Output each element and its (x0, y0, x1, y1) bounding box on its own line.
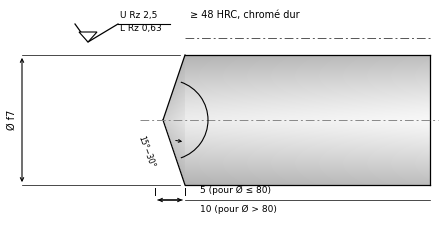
Polygon shape (79, 32, 97, 42)
Text: 15°−30°: 15°−30° (136, 135, 156, 169)
Text: ≥ 48 HRC, chromé dur: ≥ 48 HRC, chromé dur (190, 10, 299, 20)
Text: Ø f7: Ø f7 (7, 110, 17, 130)
Text: L Rz 0,63: L Rz 0,63 (120, 24, 162, 33)
Text: U Rz 2,5: U Rz 2,5 (120, 11, 158, 20)
Text: 10 (pour Ø > 80): 10 (pour Ø > 80) (200, 205, 277, 214)
Text: 5 (pour Ø ≤ 80): 5 (pour Ø ≤ 80) (200, 186, 271, 195)
